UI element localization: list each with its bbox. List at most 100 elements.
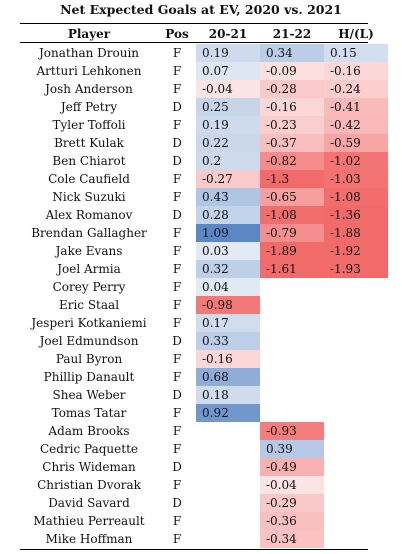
- header-bottom-rule: [20, 42, 368, 43]
- value-diff: -1.08: [324, 188, 388, 206]
- table-row: Joel Armia F 0.32 -1.61 -1.93: [20, 260, 388, 278]
- value-diff: [324, 458, 388, 476]
- value-2021: -0.27: [196, 170, 260, 188]
- table-row: Christian Dvorak F -0.04: [20, 476, 368, 494]
- value-diff: -1.93: [324, 260, 388, 278]
- player-position: F: [172, 532, 182, 546]
- table-row: Phillip Danault F 0.68: [20, 368, 368, 386]
- value-2122: -0.04: [260, 476, 324, 494]
- header-season-2021: 20-21: [208, 27, 248, 41]
- table-row: Tyler Toffoli F 0.19 -0.23 -0.42: [20, 116, 388, 134]
- value-diff: -1.02: [324, 152, 388, 170]
- player-name: Tomas Tatar: [51, 406, 127, 420]
- value-diff: [324, 422, 388, 440]
- player-name: Chris Wideman: [42, 460, 136, 474]
- value-2122: [260, 314, 324, 332]
- player-name: Jake Evans: [55, 244, 123, 258]
- value-diff: -0.24: [324, 80, 388, 98]
- value-diff: [324, 350, 388, 368]
- player-position: D: [172, 208, 182, 222]
- value-2122: [260, 386, 324, 404]
- value-2122: -1.61: [260, 260, 324, 278]
- player-name: Christian Dvorak: [37, 478, 141, 492]
- value-2122: -1.89: [260, 242, 324, 260]
- value-2021: 0.19: [196, 116, 260, 134]
- player-position: D: [172, 460, 182, 474]
- value-2021: -0.04: [196, 80, 260, 98]
- value-2021: 0.17: [196, 314, 260, 332]
- value-2122: 0.34: [260, 44, 324, 62]
- player-position: F: [172, 280, 182, 294]
- player-name: Shea Weber: [52, 388, 126, 402]
- value-2122: -0.09: [260, 62, 324, 80]
- value-2021: [196, 512, 260, 530]
- value-2021: 0.04: [196, 278, 260, 296]
- player-name: Phillip Danault: [43, 370, 135, 384]
- value-2021: 0.22: [196, 134, 260, 152]
- player-name: Joel Armia: [57, 262, 121, 276]
- table-row: Ben Chiarot D 0.2 -0.82 -1.02: [20, 152, 388, 170]
- value-2122: -0.16: [260, 98, 324, 116]
- value-2122: [260, 296, 324, 314]
- value-diff: [324, 278, 388, 296]
- value-2021: 0.07: [196, 62, 260, 80]
- value-2122: -0.28: [260, 80, 324, 98]
- player-position: F: [172, 118, 182, 132]
- value-2021: 0.25: [196, 98, 260, 116]
- value-diff: [324, 494, 388, 512]
- value-2122: [260, 368, 324, 386]
- player-name: Jesperi Kotkaniemi: [31, 316, 147, 330]
- player-name: Adam Brooks: [48, 424, 130, 438]
- table-row: Jesperi Kotkaniemi F 0.17: [20, 314, 368, 332]
- value-diff: [324, 404, 388, 422]
- value-2021: 0.92: [196, 404, 260, 422]
- value-2021: 1.09: [196, 224, 260, 242]
- value-2122: -0.37: [260, 134, 324, 152]
- player-name: Alex Romanov: [45, 208, 133, 222]
- player-name: Paul Byron: [55, 352, 123, 366]
- table-row: Artturi Lehkonen F 0.07 -0.09 -0.16: [20, 62, 388, 80]
- player-name: Brendan Gallagher: [31, 226, 147, 240]
- value-diff: [324, 314, 388, 332]
- player-position: D: [172, 334, 182, 348]
- table-row: Jeff Petry D 0.25 -0.16 -0.41: [20, 98, 388, 116]
- header-season-2122: 21-22: [272, 27, 312, 41]
- value-2122: [260, 278, 324, 296]
- value-2021: 0.2: [196, 152, 260, 170]
- header-player: Player: [67, 27, 111, 41]
- player-name: Jonathan Drouin: [38, 46, 140, 60]
- value-2122: -0.36: [260, 512, 324, 530]
- value-2122: [260, 404, 324, 422]
- player-name: Ben Chiarot: [52, 154, 126, 168]
- player-name: Cedric Paquette: [39, 442, 139, 456]
- value-2021: 0.18: [196, 386, 260, 404]
- player-position: F: [172, 424, 182, 438]
- player-position: F: [172, 442, 182, 456]
- player-name: Artturi Lehkonen: [36, 64, 142, 78]
- value-diff: [324, 332, 388, 350]
- value-diff: -1.88: [324, 224, 388, 242]
- player-name: David Savard: [48, 496, 130, 510]
- player-name: Brett Kulak: [54, 136, 124, 150]
- value-2021: 0.68: [196, 368, 260, 386]
- table-row: Tomas Tatar F 0.92: [20, 404, 368, 422]
- value-2021: [196, 530, 260, 548]
- value-2122: 0.39: [260, 440, 324, 458]
- table-title: Net Expected Goals at EV, 2020 vs. 2021: [60, 2, 342, 17]
- table-row: Eric Staal F -0.98: [20, 296, 368, 314]
- player-name: Eric Staal: [58, 298, 120, 312]
- player-position: F: [172, 406, 182, 420]
- value-2021: 0.32: [196, 260, 260, 278]
- player-name: Josh Anderson: [45, 82, 133, 96]
- value-2122: -0.34: [260, 530, 324, 548]
- table-row: Mike Hoffman F -0.34: [20, 530, 368, 548]
- player-name: Nick Suzuki: [52, 190, 126, 204]
- table-bottom-rule: [20, 549, 368, 550]
- value-2021: 0.28: [196, 206, 260, 224]
- header-top-rule: [20, 23, 368, 24]
- player-position: F: [172, 46, 182, 60]
- table-row: Paul Byron F -0.16: [20, 350, 368, 368]
- player-position: F: [172, 172, 182, 186]
- value-2021: [196, 458, 260, 476]
